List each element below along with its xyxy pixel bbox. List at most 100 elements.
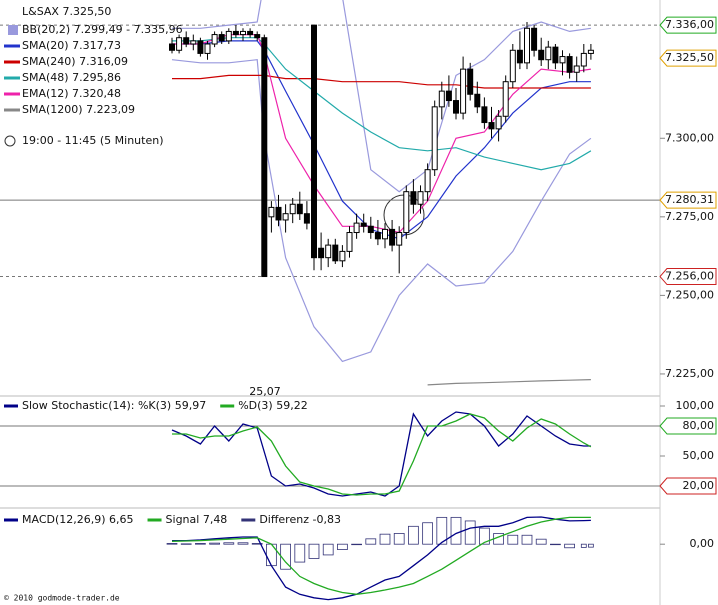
histogram-bar xyxy=(337,543,348,550)
y-tick-label: 7.225,00 xyxy=(665,367,714,380)
candle-body xyxy=(431,106,438,171)
candle-body xyxy=(353,222,360,234)
candle-body xyxy=(197,40,204,54)
legend-label: BB(20,2) 7.299,49 - 7.335,96 xyxy=(22,23,183,36)
footer: © 2010 godmode-trader.de xyxy=(4,594,120,603)
candle-body xyxy=(396,232,403,246)
chart-title: L&SAX 7.325,50 xyxy=(22,5,111,18)
candle-body xyxy=(261,37,268,278)
candle-body xyxy=(268,206,275,218)
candle-body xyxy=(438,90,445,108)
band-lower xyxy=(171,59,592,363)
candle-body xyxy=(332,244,339,262)
histogram-bar xyxy=(550,543,561,546)
histogram-bar xyxy=(351,543,362,546)
histogram-bar xyxy=(365,538,377,545)
histogram-bar xyxy=(479,527,490,545)
level-label: 20,00 xyxy=(683,479,715,492)
candle-body xyxy=(474,93,481,108)
subtitle: 19:00 - 11:45 (5 Minuten) xyxy=(22,134,163,147)
indicator-line xyxy=(172,37,592,171)
candle-body xyxy=(318,247,325,259)
candle-body xyxy=(346,232,353,252)
candle-body xyxy=(424,169,431,193)
candle-body xyxy=(254,34,261,39)
x-tick-label: 25,07 xyxy=(249,385,281,398)
candle-body xyxy=(247,30,254,36)
histogram-bar xyxy=(464,520,476,545)
histogram-bar xyxy=(436,516,448,545)
candle-body xyxy=(453,100,459,114)
histogram-bar xyxy=(294,543,306,563)
histogram-bar xyxy=(422,522,433,545)
y-tick-label: 50,00 xyxy=(683,449,715,462)
candle-body xyxy=(296,203,303,215)
indicator-line xyxy=(172,74,591,89)
candle-body xyxy=(311,24,317,259)
candle-body xyxy=(403,191,410,234)
level-label: 7.256,00 xyxy=(665,270,714,283)
histogram-bar xyxy=(308,543,320,559)
candle-body xyxy=(460,68,467,114)
histogram-bar xyxy=(195,543,206,545)
candle-body xyxy=(374,232,381,240)
candle-body xyxy=(509,49,516,83)
candle-body xyxy=(325,244,332,259)
histogram-bar xyxy=(223,542,235,545)
candle-body xyxy=(339,250,346,262)
y-tick-label: 7.300,00 xyxy=(665,131,714,144)
candle-body xyxy=(225,30,232,42)
candle-body xyxy=(410,191,417,205)
legend-label: Slow Stochastic(14): %K(3) 59,97 xyxy=(22,399,206,412)
histogram-bar xyxy=(166,543,178,545)
histogram-bar xyxy=(266,543,277,567)
candle-body xyxy=(516,49,523,64)
candle-body xyxy=(524,27,530,64)
candle-body xyxy=(275,206,282,221)
legend-label: MACD(12,26,9) 6,65 xyxy=(22,513,134,526)
y-tick-label: 0,00 xyxy=(690,537,715,550)
histogram-bar xyxy=(535,538,547,545)
level-label: 7.336,00 xyxy=(665,18,714,31)
histogram-bar xyxy=(580,543,587,548)
histogram-bar xyxy=(322,543,334,556)
y-tick-label: 100,00 xyxy=(676,399,715,412)
candle-body xyxy=(389,228,396,246)
candle-body xyxy=(303,213,310,224)
legend-label: EMA(12) 7.320,48 xyxy=(22,87,121,100)
candle-body xyxy=(573,65,580,73)
candle-body xyxy=(495,115,502,130)
candle-body xyxy=(382,228,388,240)
candle-body xyxy=(552,46,559,64)
histogram-bar xyxy=(209,542,220,545)
candle-body xyxy=(559,56,566,64)
candle-body xyxy=(531,27,538,51)
legend-label: Differenz -0,83 xyxy=(259,513,341,526)
histogram-bar xyxy=(507,534,519,545)
band-upper xyxy=(172,0,591,193)
candle-body xyxy=(183,37,190,45)
histogram-bar xyxy=(521,534,533,545)
legend-label: SMA(1200) 7.223,09 xyxy=(22,103,135,116)
legend-swatch xyxy=(8,25,18,35)
candle-body xyxy=(232,30,239,36)
indicator-line xyxy=(172,516,591,601)
candle-body xyxy=(545,46,552,61)
candle-body xyxy=(289,203,296,215)
candle-body xyxy=(481,106,488,124)
histogram-bar xyxy=(180,543,192,545)
candle-body xyxy=(502,81,509,117)
candle-body xyxy=(218,34,225,42)
candle-body xyxy=(176,37,183,51)
histogram-bar xyxy=(251,543,263,545)
indicator-line xyxy=(171,411,591,497)
candle-body xyxy=(467,68,474,95)
candle-body xyxy=(282,213,289,221)
candle-body xyxy=(169,43,175,51)
candle-body xyxy=(538,49,545,61)
level-label: 7.280,31 xyxy=(665,193,714,206)
candle-body xyxy=(580,52,587,67)
y-tick-label: 7.275,00 xyxy=(665,210,714,223)
indicator-line xyxy=(171,516,591,595)
level-box xyxy=(659,191,717,209)
